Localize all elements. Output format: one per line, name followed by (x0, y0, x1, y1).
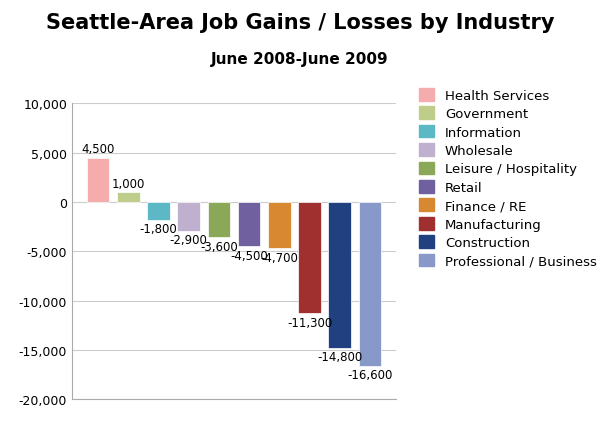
Bar (208, 203, 230, 238)
Bar (298, 203, 321, 314)
Legend: Health Services, Government, Information, Wholesale, Leisure / Hospitality, Reta: Health Services, Government, Information… (415, 85, 600, 272)
Bar (238, 203, 260, 247)
Text: -1,800: -1,800 (140, 223, 178, 236)
Text: Seattle-Area Job Gains / Losses by Industry: Seattle-Area Job Gains / Losses by Indus… (46, 13, 554, 33)
Text: -4,500: -4,500 (230, 249, 268, 262)
Bar (117, 193, 140, 203)
Text: -16,600: -16,600 (347, 368, 392, 381)
Bar (87, 158, 109, 203)
Text: June 2008-June 2009: June 2008-June 2009 (211, 52, 389, 67)
Bar (328, 203, 351, 348)
Text: -2,900: -2,900 (170, 233, 208, 247)
Text: 4,500: 4,500 (82, 143, 115, 156)
Bar (178, 203, 200, 231)
Text: 1,000: 1,000 (112, 177, 145, 190)
Text: -14,800: -14,800 (317, 351, 362, 364)
Text: -11,300: -11,300 (287, 316, 332, 329)
Text: -3,600: -3,600 (200, 240, 238, 253)
Bar (147, 203, 170, 220)
Bar (268, 203, 290, 249)
Text: -4,700: -4,700 (260, 251, 298, 264)
Bar (359, 203, 381, 366)
